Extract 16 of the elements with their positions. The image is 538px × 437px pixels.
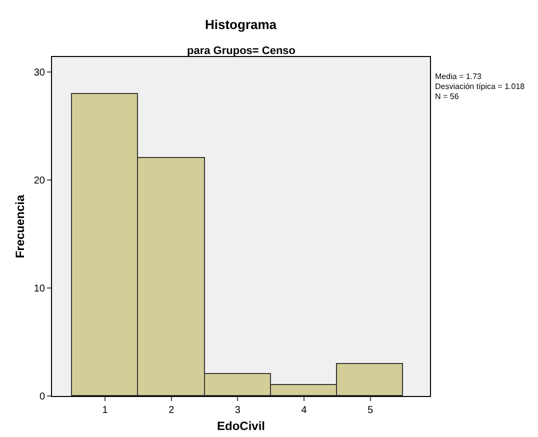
y-tick-label: 10	[34, 284, 46, 295]
text: N = 56	[435, 92, 460, 101]
text: Desviación típica = 1.018	[435, 82, 526, 91]
x-axis-title: EdoCivil	[216, 418, 266, 433]
x-tick-label: 2	[168, 405, 175, 416]
x-tick-label: 5	[368, 405, 374, 416]
chart-subtitle: para Grupos= Censo	[187, 45, 296, 57]
y-tick-label: 30	[34, 68, 46, 79]
text: Media = 1.73	[435, 72, 482, 81]
y-tick-label: 20	[34, 176, 46, 187]
y-axis-title: Frecuencia	[13, 194, 28, 258]
x-tick-label: 3	[234, 405, 241, 416]
x-tick-label: 1	[102, 405, 108, 416]
y-tick-label: 0	[39, 392, 46, 402]
x-tick-label: 4	[301, 405, 308, 416]
chart-title: Histograma	[205, 17, 278, 32]
